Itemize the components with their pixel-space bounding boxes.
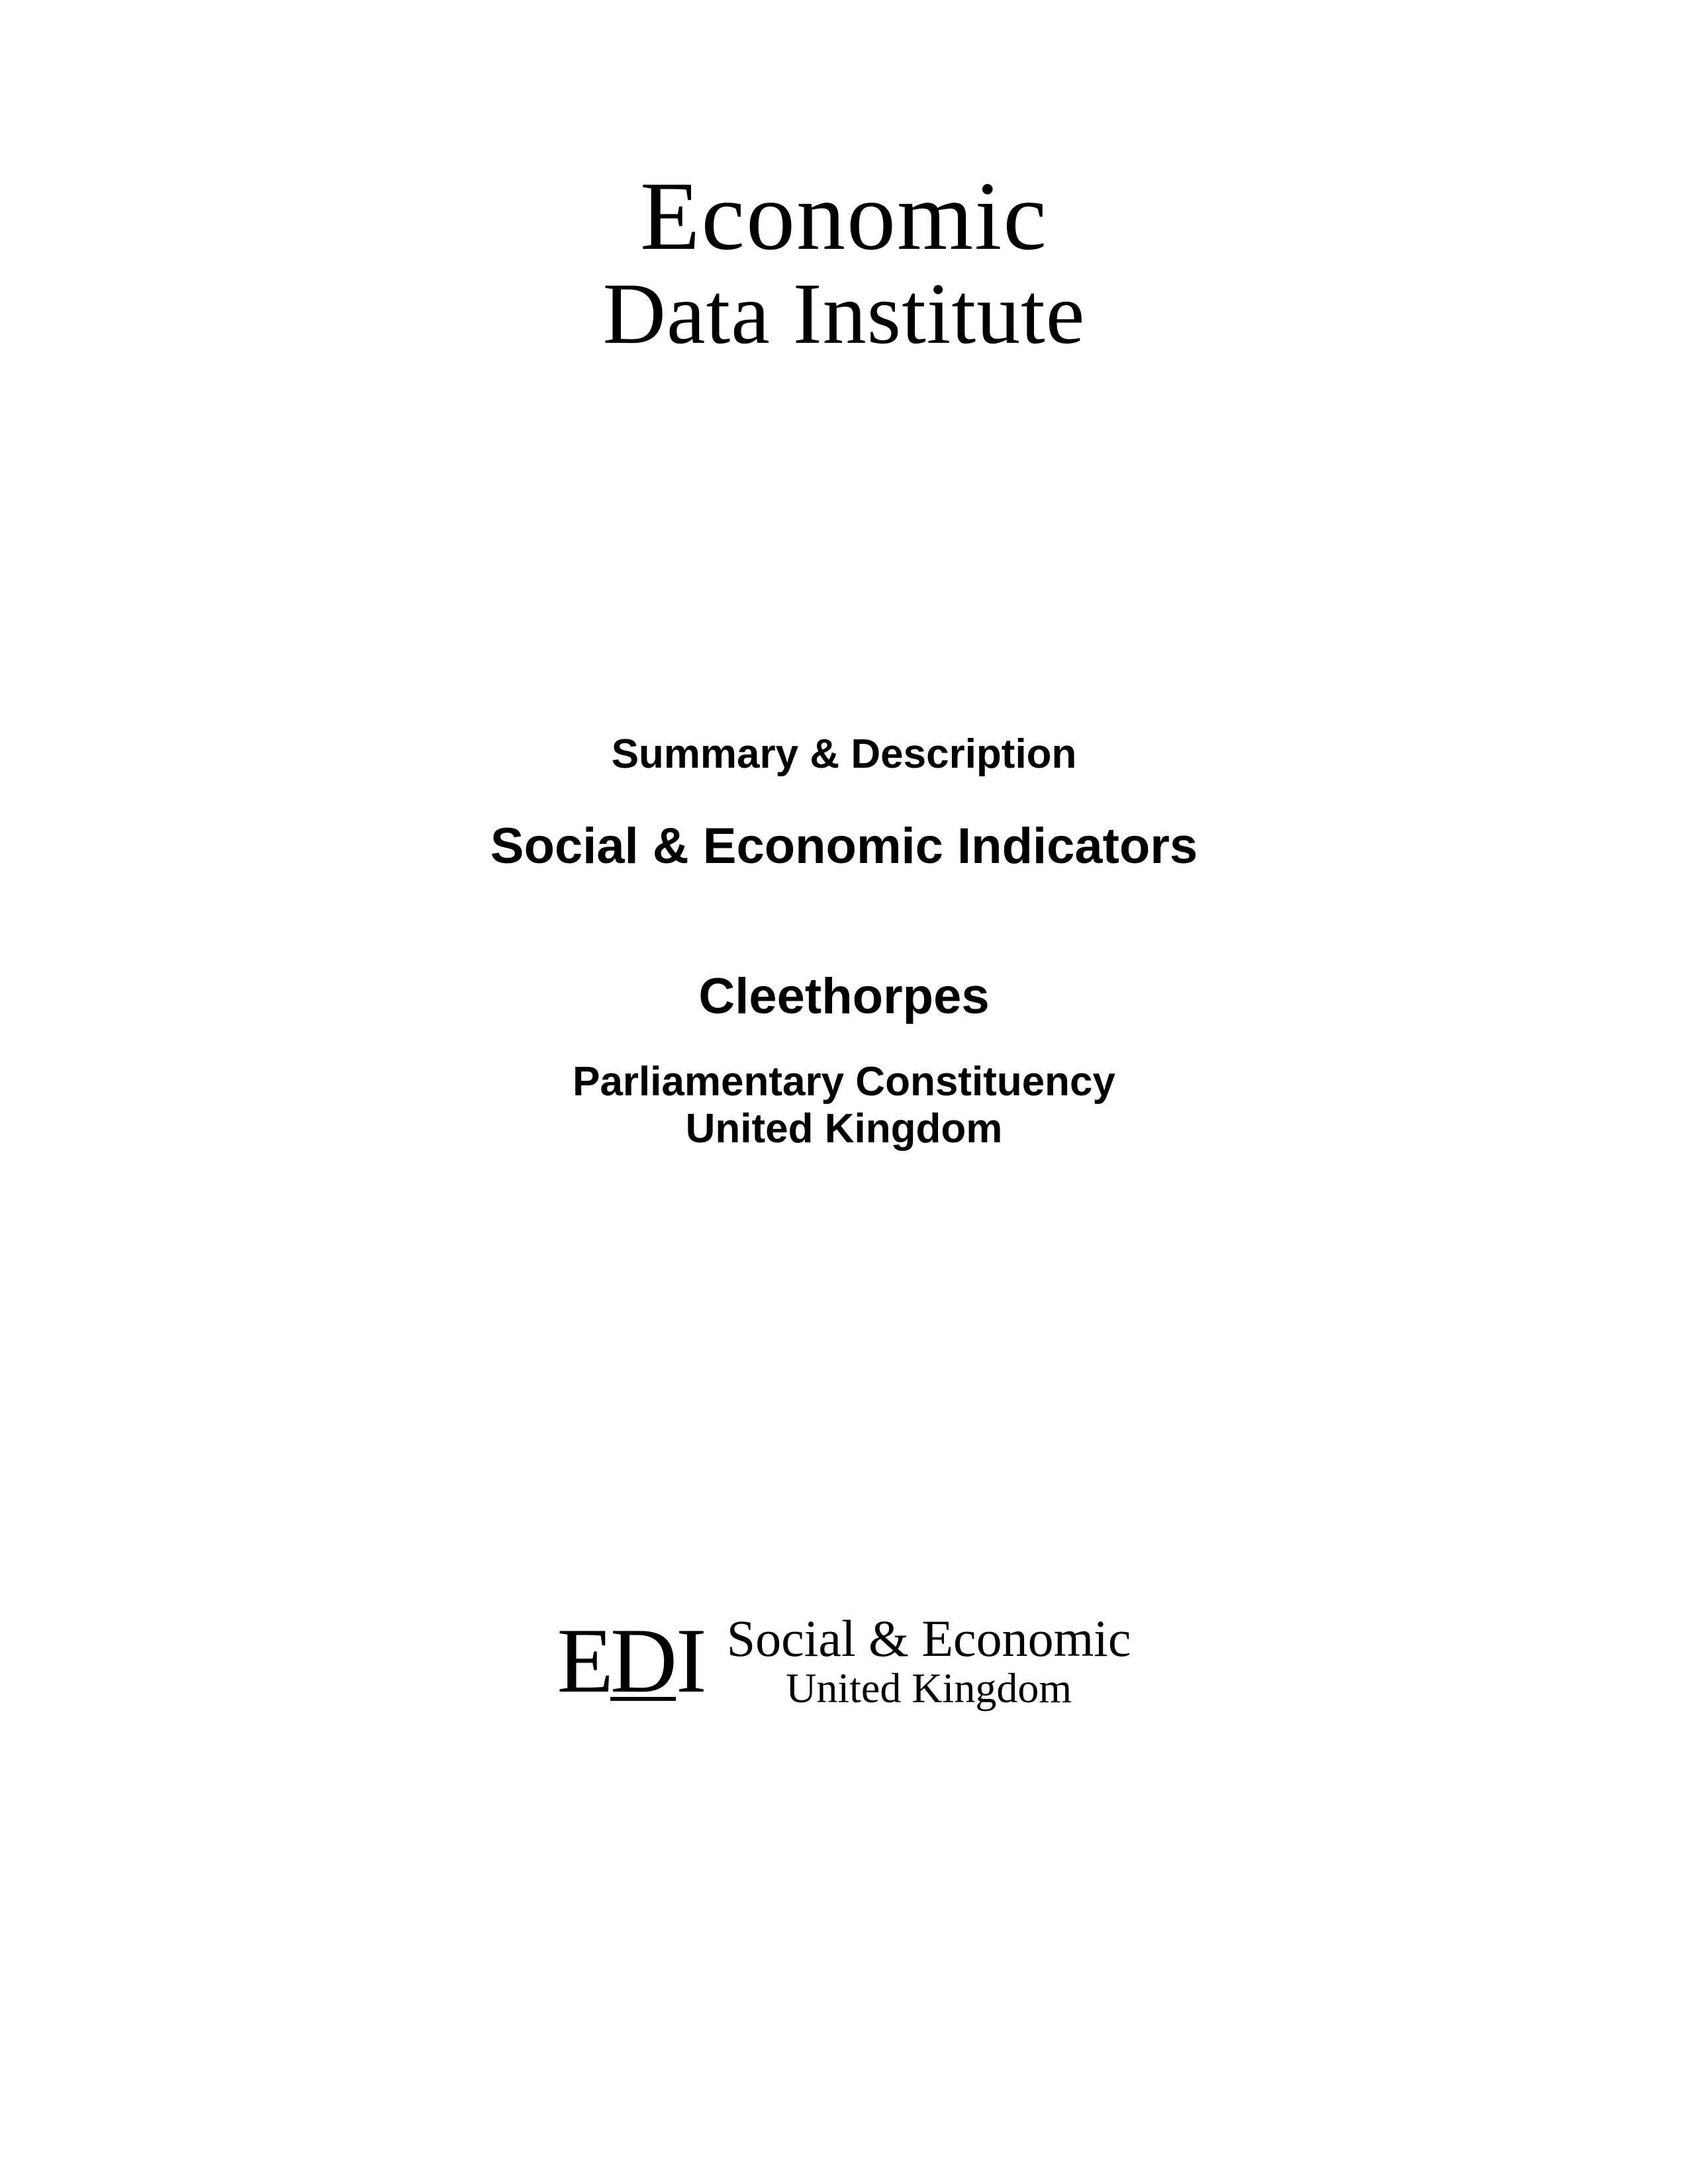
edi-side-line1: Social & Economic — [727, 1612, 1131, 1666]
top-logo-line2: Data Institute — [603, 268, 1086, 360]
bottom-logo: EDI Social & Economic United Kingdom — [557, 1608, 1131, 1714]
edi-mark: EDI — [557, 1608, 706, 1714]
location-name: Cleethorpes — [491, 968, 1198, 1025]
edi-side-line2: United Kingdom — [727, 1666, 1131, 1710]
edi-letter-d: D — [610, 1608, 676, 1714]
country-label: United Kingdom — [491, 1105, 1198, 1152]
title-block: Summary & Description Social & Economic … — [491, 731, 1198, 1152]
top-logo: Economic Data Institute — [603, 165, 1086, 360]
document-page: Economic Data Institute Summary & Descri… — [0, 0, 1688, 2184]
indicators-title: Social & Economic Indicators — [491, 817, 1198, 875]
edi-side-text: Social & Economic United Kingdom — [727, 1612, 1131, 1710]
constituency-label: Parliamentary Constituency — [491, 1058, 1198, 1105]
edi-letter-i: I — [676, 1608, 707, 1714]
summary-label: Summary & Description — [491, 731, 1198, 778]
top-logo-line1: Economic — [603, 165, 1086, 268]
edi-letter-e: E — [557, 1608, 610, 1714]
